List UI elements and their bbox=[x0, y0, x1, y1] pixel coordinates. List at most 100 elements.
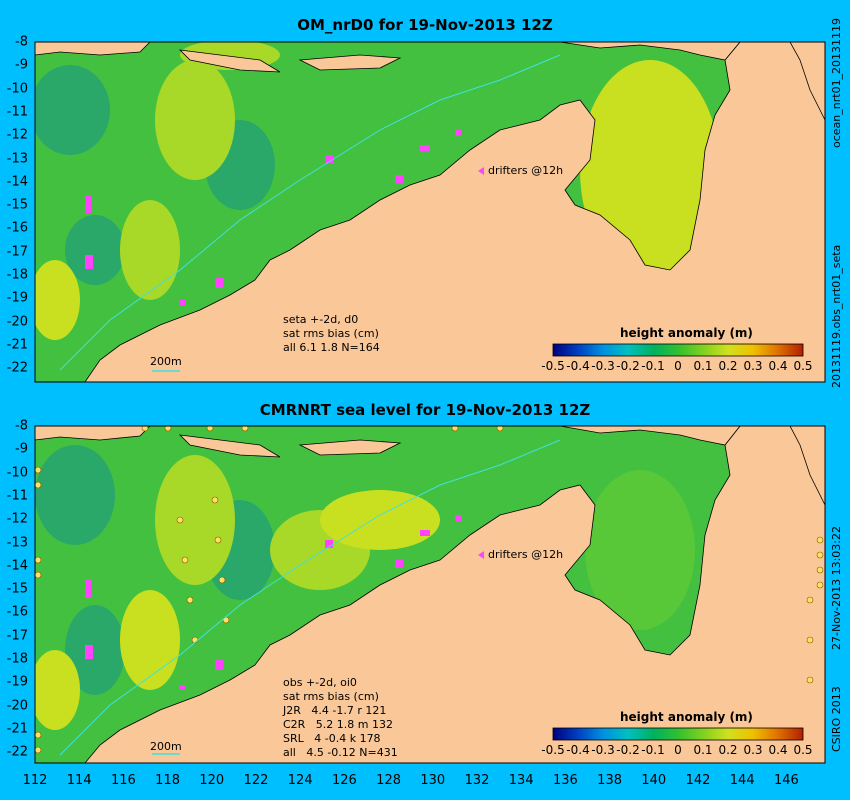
top-java-land bbox=[35, 42, 151, 56]
top-depth-label: 200m bbox=[150, 355, 182, 368]
bottom-anomaly-high bbox=[120, 590, 180, 690]
bottom-map-title: CMRNRT sea level for 19-Nov-2013 12Z bbox=[259, 401, 591, 419]
bottom-lat-label: -8 bbox=[15, 418, 28, 434]
top-legend-tick: 0.2 bbox=[718, 359, 738, 373]
bottom-stats-line: sat rms bias (cm) bbox=[283, 690, 379, 703]
bottom-drifters-label: drifters @12h bbox=[488, 548, 564, 561]
top-lat-label: -11 bbox=[6, 104, 28, 120]
top-newguinea-land bbox=[559, 42, 741, 61]
top-stats-line: sat rms bias (cm) bbox=[283, 327, 379, 340]
bottom-legend-tick: -0.4 bbox=[566, 743, 590, 757]
top-lat-label: -22 bbox=[6, 360, 28, 376]
bottom-lat-label: -12 bbox=[6, 511, 28, 527]
bottom-lat-label: -13 bbox=[6, 535, 28, 550]
top-australia-land bbox=[84, 42, 825, 382]
top-stats-line: all 6.1 1.8 N=164 bbox=[283, 341, 380, 354]
bottom-lon-label: 146 bbox=[773, 773, 799, 788]
bottom-lat-label: -22 bbox=[6, 744, 28, 760]
bottom-stats-line: SRL 4 -0.4 k 178 bbox=[283, 732, 381, 745]
top-lat-label: -19 bbox=[6, 290, 28, 306]
top-lat-label: -17 bbox=[6, 244, 28, 260]
bottom-java-land bbox=[35, 426, 151, 441]
bottom-lon-label: 112 bbox=[22, 773, 48, 788]
bottom-newguinea-land bbox=[559, 426, 741, 446]
bottom-lat-label: -18 bbox=[6, 651, 28, 667]
top-legend-tick: -0.4 bbox=[566, 359, 590, 373]
bottom-stats-line: J2R 4.4 -1.7 r 121 bbox=[283, 704, 387, 717]
top-timor-land bbox=[298, 54, 402, 71]
bottom-lon-label: 132 bbox=[464, 773, 490, 788]
top-lat-label: -9 bbox=[15, 57, 28, 73]
top-lat-label: -15 bbox=[6, 197, 28, 213]
bottom-legend-tick: 0.5 bbox=[793, 743, 813, 757]
bottom-right-label-2: CSIRO 2013 bbox=[830, 686, 843, 752]
bottom-lat-label: -19 bbox=[6, 674, 28, 690]
top-right-label-1: ocean_nrt01_20131119 bbox=[830, 17, 843, 148]
top-drifters-label: drifters @12h bbox=[488, 164, 564, 177]
top-drifter-marker bbox=[478, 167, 484, 175]
bottom-legend-tick: -0.3 bbox=[591, 743, 615, 757]
top-map-title: OM_nrD0 for 19-Nov-2013 12Z bbox=[297, 16, 553, 34]
top-legend-tick: -0.5 bbox=[541, 359, 565, 373]
bottom-lat-label: -11 bbox=[6, 488, 28, 504]
bottom-legend-tick: 0 bbox=[674, 743, 682, 757]
top-stats-line: seta +-2d, d0 bbox=[283, 313, 359, 326]
bottom-lon-label: 134 bbox=[508, 773, 534, 788]
bottom-anomaly-low bbox=[65, 605, 125, 695]
bottom-stats-line: obs +-2d, oi0 bbox=[283, 676, 357, 689]
top-island bbox=[178, 49, 281, 73]
bottom-lon-label: 120 bbox=[199, 773, 225, 788]
top-drifters bbox=[85, 130, 461, 305]
top-legend-tick: -0.2 bbox=[616, 359, 640, 373]
bottom-legend-title: height anomaly (m) bbox=[620, 710, 753, 724]
bottom-east-land bbox=[789, 426, 825, 506]
top-lat-label: -14 bbox=[6, 174, 28, 190]
top-legend-tick: 0.1 bbox=[693, 359, 713, 373]
bottom-stats-line: all 4.5 -0.12 N=431 bbox=[283, 746, 398, 759]
top-east-land bbox=[789, 42, 825, 121]
top-lat-label: -10 bbox=[6, 81, 28, 97]
top-anomaly-high bbox=[580, 60, 720, 280]
bottom-lon-label: 144 bbox=[729, 773, 755, 788]
bottom-lat-label: -9 bbox=[15, 441, 28, 457]
bottom-lon-label: 114 bbox=[66, 773, 92, 788]
top-anomaly-high bbox=[35, 260, 80, 340]
bottom-lat-label: -20 bbox=[6, 698, 28, 714]
bottom-anomaly-high bbox=[155, 455, 235, 585]
top-map bbox=[35, 42, 825, 382]
top-lat-label: -13 bbox=[6, 151, 28, 166]
top-anomaly-high bbox=[155, 60, 235, 180]
bottom-legend-tick: 0.2 bbox=[718, 743, 738, 757]
top-anomaly-high bbox=[120, 200, 180, 300]
bottom-lon-label: 136 bbox=[552, 773, 578, 788]
top-right-label-2: 20131119.obs_nrt01_seta bbox=[830, 244, 843, 388]
top-200m-contour bbox=[59, 54, 561, 371]
top-legend-tick: 0.3 bbox=[743, 359, 763, 373]
top-legend-title: height anomaly (m) bbox=[620, 326, 753, 340]
bottom-drifters bbox=[85, 515, 461, 690]
bottom-legend-tick: -0.2 bbox=[616, 743, 640, 757]
bottom-legend-tick: -0.5 bbox=[541, 743, 565, 757]
bottom-legend-bar bbox=[552, 727, 804, 741]
top-legend-tick: 0.5 bbox=[793, 359, 813, 373]
bottom-lat-label: -16 bbox=[6, 604, 28, 620]
bottom-drifter-marker bbox=[478, 551, 484, 559]
top-lat-label: -21 bbox=[6, 337, 28, 353]
top-legend-bar bbox=[552, 343, 804, 357]
bottom-lon-label: 116 bbox=[110, 773, 136, 788]
bottom-lon-label: 122 bbox=[243, 773, 269, 788]
bottom-lon-label: 128 bbox=[376, 773, 402, 788]
top-anomaly-low bbox=[35, 65, 110, 155]
bottom-satellite-tracks bbox=[35, 426, 824, 754]
top-map-frame bbox=[34, 41, 826, 383]
bottom-lat-label: -10 bbox=[6, 465, 28, 481]
bottom-island bbox=[178, 434, 281, 458]
top-lat-label: -12 bbox=[6, 127, 28, 143]
top-legend-tick: -0.1 bbox=[641, 359, 665, 373]
bottom-depth-label: 200m bbox=[150, 740, 182, 753]
bottom-200m-contour bbox=[59, 439, 561, 756]
bottom-lon-label: 138 bbox=[597, 773, 623, 788]
bottom-lat-label: -17 bbox=[6, 628, 28, 644]
bottom-lon-label: 126 bbox=[331, 773, 357, 788]
